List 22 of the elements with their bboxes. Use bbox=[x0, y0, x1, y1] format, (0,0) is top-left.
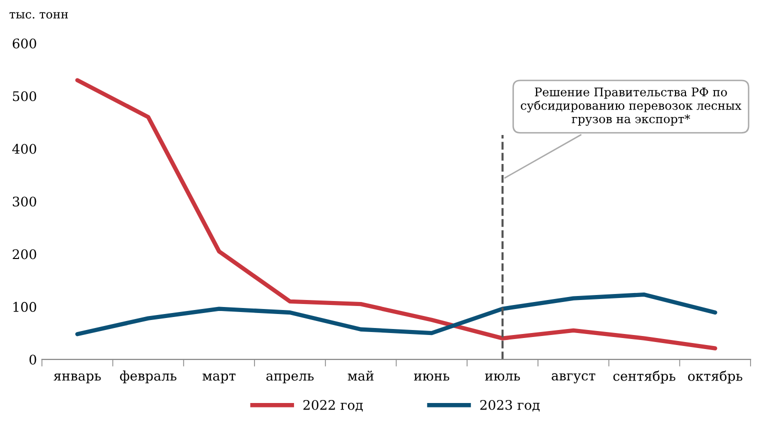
y-tick-label: 300 bbox=[12, 196, 36, 207]
line-series bbox=[75, 292, 718, 336]
x-tick-label: январь bbox=[54, 373, 101, 384]
x-tick-label: июнь bbox=[414, 373, 450, 381]
legend-label: 2023 год bbox=[480, 400, 540, 412]
y-tick-label: 100 bbox=[13, 302, 36, 312]
y-tick-label: 0 bbox=[30, 354, 36, 365]
x-tick-label: сентябрь bbox=[613, 370, 676, 384]
ref-line-label: Решение Правительства РФ по субсидированию перевозок лесных грузов на экспорт* bbox=[520, 88, 742, 126]
y-tick-label: 400 bbox=[12, 144, 36, 154]
y-tick-label: 200 bbox=[12, 249, 36, 260]
x-tick-label: июль bbox=[485, 373, 520, 381]
y-axis-title: тыс. тонн bbox=[10, 12, 68, 19]
x-tick-label: октябрь bbox=[688, 370, 742, 384]
x-tick-label: март bbox=[202, 373, 236, 384]
x-tick-label: август bbox=[552, 373, 596, 384]
y-tick-label: 500 bbox=[12, 91, 36, 102]
x-tick-label: май bbox=[348, 370, 374, 381]
x-tick-label: февраль bbox=[120, 370, 176, 384]
legend-label: 2022 год bbox=[303, 400, 363, 412]
y-tick-label: 600 bbox=[12, 38, 36, 48]
x-tick-label: апрель bbox=[266, 373, 314, 384]
